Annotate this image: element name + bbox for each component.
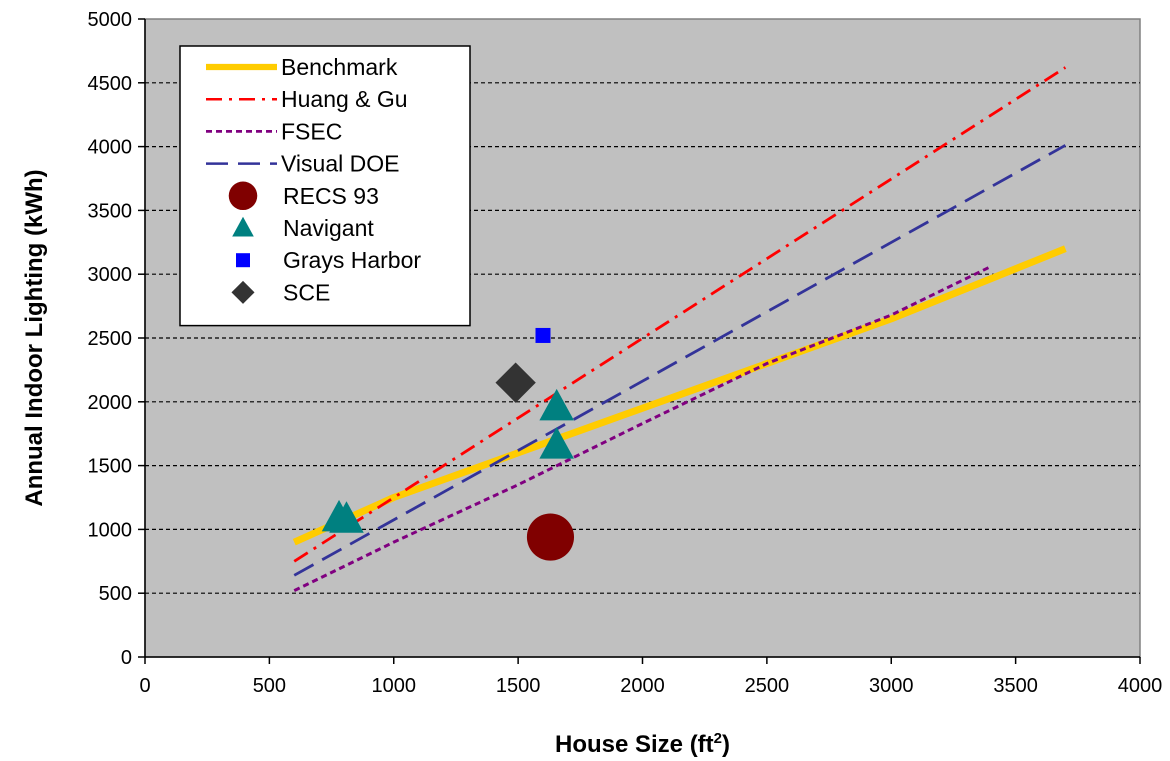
legend-label-visual-doe: Visual DOE [281,151,399,177]
point-grays-harbor-0 [535,327,551,343]
x-axis-label-sup: 2 [714,730,722,747]
legend-label-sce: SCE [283,279,330,305]
x-tick-label-1000: 1000 [372,675,417,697]
x-tick-label-1500: 1500 [496,675,541,697]
y-axis-label: Annual Indoor Lighting (kWh) [21,169,48,506]
legend-label-benchmark: Benchmark [281,54,398,80]
x-tick-label-3000: 3000 [869,675,914,697]
legend: Benchmark Huang & Gu FSEC Visual DOE RECS 93… [179,45,471,327]
grid-lines [145,82,1140,594]
x-tick-label-3500: 3500 [993,675,1038,697]
y-tick-label-4000: 4000 [88,137,133,159]
y-tick-label-4500: 4500 [88,73,133,95]
x-tick-label-2000: 2000 [620,675,665,697]
point-navigant-2 [539,388,574,421]
legend-label-huang-gu: Huang & Gu [281,86,408,112]
series-grays-harbor [535,327,551,343]
axes [138,18,1141,664]
y-tick-label-500: 500 [99,583,132,605]
y-tick-label-3500: 3500 [88,200,133,222]
legend-label-recs-93: RECS 93 [283,183,379,209]
y-tick-label-2000: 2000 [88,392,133,414]
legend-box [179,45,471,327]
series-recs-93 [526,513,575,561]
x-tick-label-2500: 2500 [745,675,790,697]
x-axis-label-main: House Size (ft [555,731,714,758]
series-fsec [293,265,992,592]
legend-swatch-grays-harbor [236,253,250,268]
y-tick-label-0: 0 [121,647,132,669]
series-huang-gu [293,66,1067,563]
series-layer [292,66,1067,592]
series-visual-doe [293,144,1067,577]
x-axis-label: House Size (ft2) [555,730,730,758]
point-sce-0 [495,362,536,403]
legend-swatch-recs-93 [228,181,258,211]
x-tick-labels: 0 500 1000 1500 2000 2500 3000 3500 4000 [139,675,1162,697]
line-visual-doe [293,144,1067,577]
legend-swatch-sce [231,280,255,304]
x-tick-label-500: 500 [253,675,286,697]
line-benchmark [292,245,1067,546]
y-tick-labels: 0 500 1000 1500 2000 2500 3000 3500 4000 4500 5000 [88,9,133,669]
y-tick-label-2500: 2500 [88,328,133,350]
point-recs-93-0 [526,513,575,561]
x-axis-label-end: ) [722,731,730,758]
series-navigant [321,388,574,533]
legend-label-grays-harbor: Grays Harbor [283,247,421,273]
line-fsec [293,265,992,592]
y-tick-label-1500: 1500 [88,456,133,478]
legend-label-fsec: FSEC [281,118,342,144]
x-tick-label-4000: 4000 [1118,675,1163,697]
legend-label-navigant: Navigant [283,215,374,241]
point-navigant-3 [539,427,574,459]
point-navigant-1 [329,501,364,533]
y-tick-label-3000: 3000 [88,264,133,286]
legend-swatch-navigant [232,216,254,237]
y-tick-label-5000: 5000 [88,9,133,31]
y-tick-label-1000: 1000 [88,519,133,541]
series-benchmark [292,245,1067,546]
series-sce [495,362,536,403]
x-tick-label-0: 0 [139,675,150,697]
line-huang-gu [293,66,1067,563]
